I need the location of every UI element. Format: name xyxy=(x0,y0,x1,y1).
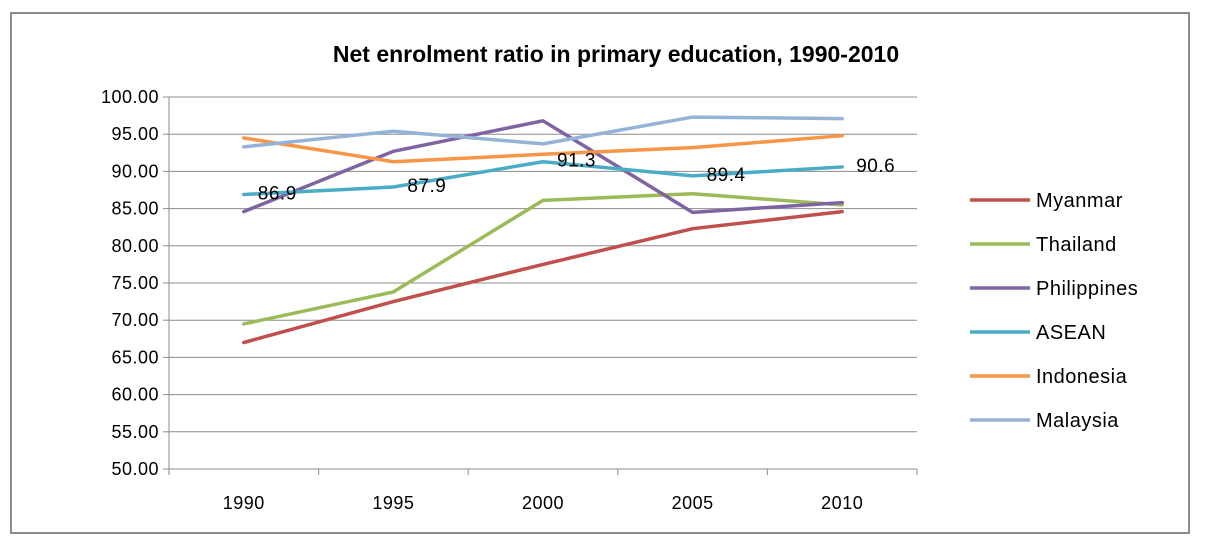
x-tick-label: 1990 xyxy=(223,493,265,513)
data-labels: 86.9 87.9 91.3 89.4 90.6 xyxy=(258,151,895,205)
series-lines xyxy=(242,115,844,345)
legend: Myanmar Thailand Philippines ASEAN Indonesia… xyxy=(970,190,1138,432)
y-tick-label: 55.00 xyxy=(111,422,159,442)
x-tick-label: 2010 xyxy=(821,493,863,513)
y-tick-label: 75.00 xyxy=(111,273,159,293)
x-tick-label: 1995 xyxy=(372,493,414,513)
x-tick-label: 2005 xyxy=(672,493,714,513)
series-line-indonesia xyxy=(242,133,844,164)
legend-label: Malaysia xyxy=(1036,410,1119,432)
axes: 50.00 55.00 60.00 65.00 70.00 75.00 80.00 85.00… xyxy=(101,87,918,513)
series-line-thailand xyxy=(242,191,844,326)
legend-label: Myanmar xyxy=(1036,190,1123,212)
gridlines xyxy=(169,96,917,433)
y-tick-label: 85.00 xyxy=(111,199,159,219)
series-line-asean xyxy=(242,159,844,197)
chart-area: Net enrolment ratio in primary education… xyxy=(10,12,1190,534)
y-tick-label: 90.00 xyxy=(111,161,159,181)
data-label: 91.3 xyxy=(557,151,596,172)
data-label: 90.6 xyxy=(856,156,895,177)
series-line-philippines xyxy=(242,119,844,215)
x-tick-label: 2000 xyxy=(522,493,564,513)
legend-label: Philippines xyxy=(1036,278,1138,300)
data-label: 87.9 xyxy=(407,176,446,197)
series-line-malaysia xyxy=(242,115,844,149)
line-chart: Net enrolment ratio in primary education… xyxy=(101,41,1138,513)
legend-label: Indonesia xyxy=(1036,366,1128,388)
series-line-myanmar xyxy=(242,209,844,345)
chart-title: Net enrolment ratio in primary education… xyxy=(333,41,899,67)
y-tick-label: 65.00 xyxy=(111,347,159,367)
y-tick-label: 60.00 xyxy=(111,385,159,405)
y-tick-label: 80.00 xyxy=(111,236,159,256)
y-tick-label: 70.00 xyxy=(111,310,159,330)
legend-label: ASEAN xyxy=(1036,322,1106,344)
y-tick-label: 100.00 xyxy=(101,87,159,107)
y-tick-label: 50.00 xyxy=(111,459,159,479)
data-label: 86.9 xyxy=(258,183,297,204)
legend-label: Thailand xyxy=(1036,234,1117,256)
y-tick-label: 95.00 xyxy=(111,124,159,144)
data-label: 89.4 xyxy=(707,165,746,186)
